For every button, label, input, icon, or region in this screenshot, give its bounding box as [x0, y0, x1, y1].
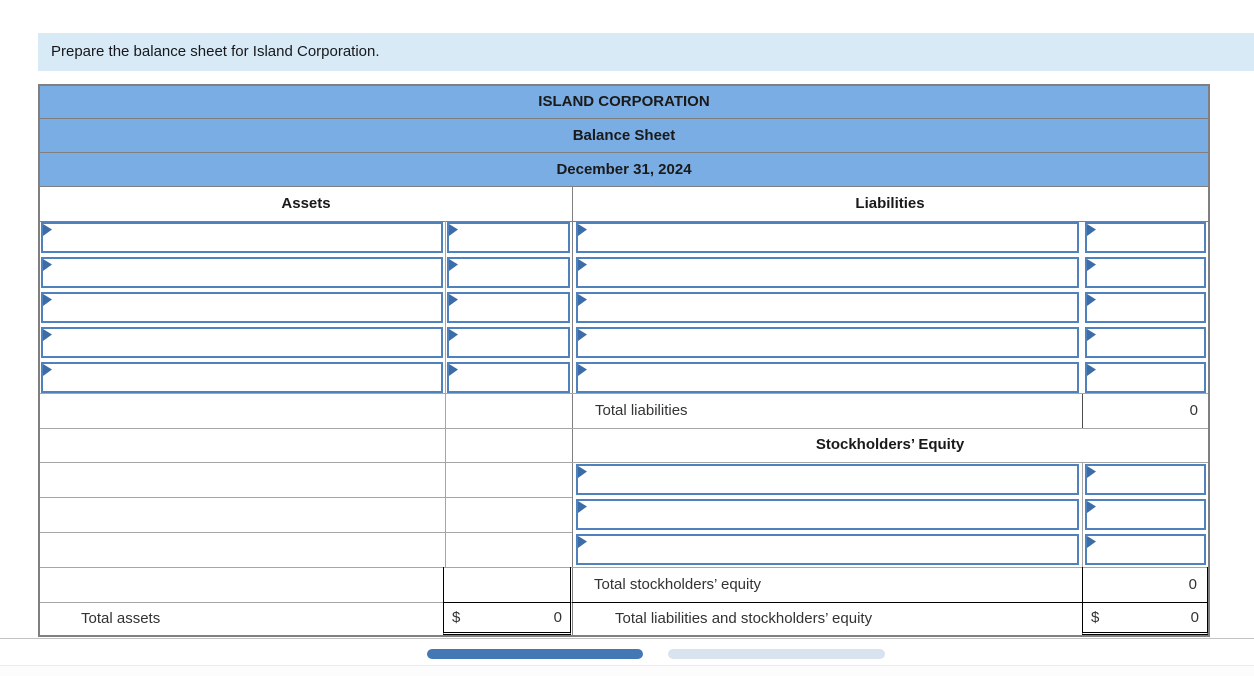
- total-assets-currency: $: [452, 609, 461, 626]
- asset-account-select[interactable]: [41, 327, 443, 358]
- asset-account-select[interactable]: [41, 362, 443, 393]
- equity-amount-divider: [1082, 462, 1083, 567]
- triangle-right-icon: [578, 466, 587, 478]
- triangle-right-icon: [449, 294, 458, 306]
- instruction-text: Prepare the balance sheet for Island Cor…: [51, 43, 380, 60]
- triangle-right-icon: [578, 224, 587, 236]
- equity-account-select[interactable]: [576, 499, 1079, 530]
- liability-amount-input[interactable]: [1085, 327, 1206, 358]
- triangle-right-icon: [43, 364, 52, 376]
- liability-amount-input[interactable]: [1085, 257, 1206, 288]
- triangle-right-icon: [1087, 501, 1096, 513]
- liability-amount-input[interactable]: [1085, 362, 1206, 393]
- equity-amount-input[interactable]: [1085, 464, 1206, 495]
- instruction-banner: Prepare the balance sheet for Island Cor…: [38, 33, 1254, 71]
- liability-account-select[interactable]: [576, 257, 1079, 288]
- asset-amount-input[interactable]: [447, 257, 570, 288]
- section-divider: [572, 187, 573, 635]
- triangle-right-icon: [43, 294, 52, 306]
- triangle-right-icon: [43, 329, 52, 341]
- company-title-row: ISLAND CORPORATION: [40, 86, 1208, 119]
- triangle-right-icon: [1087, 224, 1096, 236]
- statement-title-row: Balance Sheet: [40, 119, 1208, 153]
- asset-account-select[interactable]: [41, 257, 443, 288]
- company-name: ISLAND CORPORATION: [538, 93, 710, 110]
- total-liabilities-label: Total liabilities: [595, 402, 688, 419]
- total-equity-label: Total stockholders’ equity: [594, 576, 762, 593]
- balance-sheet-table: ISLAND CORPORATION Balance Sheet Decembe…: [38, 84, 1210, 637]
- assets-amount-divider: [445, 221, 446, 567]
- row-line: [40, 393, 572, 394]
- liabilities-amount-divider: [1082, 393, 1083, 428]
- liability-amount-input[interactable]: [1085, 292, 1206, 323]
- row-line: [40, 602, 572, 603]
- triangle-right-icon: [1087, 364, 1096, 376]
- horizontal-scrollbar-thumb[interactable]: [427, 649, 643, 659]
- equity-amount-input[interactable]: [1085, 499, 1206, 530]
- liability-amount-input[interactable]: [1085, 222, 1206, 253]
- row-line: [40, 428, 572, 429]
- row-line: [40, 567, 572, 568]
- asset-amount-input[interactable]: [447, 292, 570, 323]
- liability-account-select[interactable]: [576, 222, 1079, 253]
- grand-total-value: 0: [1190, 609, 1199, 626]
- triangle-right-icon: [449, 259, 458, 271]
- total-liabilities-value: 0: [1189, 402, 1198, 419]
- liability-account-select[interactable]: [576, 362, 1079, 393]
- triangle-right-icon: [578, 536, 587, 548]
- triangle-right-icon: [43, 259, 52, 271]
- row-line: [572, 462, 1208, 463]
- total-assets-cell: $ 0: [443, 602, 571, 635]
- statement-title: Balance Sheet: [572, 127, 676, 144]
- row-line: [40, 462, 572, 463]
- row-line: [572, 393, 1208, 394]
- asset-amount-input[interactable]: [447, 222, 570, 253]
- statement-date-row: December 31, 2024: [40, 153, 1208, 187]
- triangle-right-icon: [578, 294, 587, 306]
- grand-total-cell: $ 0: [1082, 602, 1208, 635]
- triangle-right-icon: [578, 501, 587, 513]
- equity-amount-input[interactable]: [1085, 534, 1206, 565]
- triangle-right-icon: [1087, 329, 1096, 341]
- divider: [40, 221, 1208, 222]
- triangle-right-icon: [449, 224, 458, 236]
- total-assets-label: Total assets: [81, 610, 161, 627]
- triangle-right-icon: [43, 224, 52, 236]
- triangle-right-icon: [1087, 259, 1096, 271]
- triangle-right-icon: [1087, 466, 1096, 478]
- row-line: [572, 567, 1208, 568]
- triangle-right-icon: [449, 364, 458, 376]
- row-line: [572, 428, 1208, 429]
- triangle-right-icon: [1087, 536, 1096, 548]
- asset-amount-input[interactable]: [447, 362, 570, 393]
- asset-account-select[interactable]: [41, 292, 443, 323]
- grand-total-currency: $: [1091, 609, 1100, 626]
- statement-date: December 31, 2024: [556, 161, 692, 178]
- liability-account-select[interactable]: [576, 327, 1079, 358]
- page-divider: [0, 638, 1254, 639]
- row-line: [40, 497, 572, 498]
- equity-account-select[interactable]: [576, 464, 1079, 495]
- triangle-right-icon: [1087, 294, 1096, 306]
- triangle-right-icon: [578, 329, 587, 341]
- asset-amount-input[interactable]: [447, 327, 570, 358]
- equity-account-select[interactable]: [576, 534, 1079, 565]
- triangle-right-icon: [578, 364, 587, 376]
- horizontal-scrollbar-track[interactable]: [668, 649, 885, 659]
- assets-subtotal-cell: [443, 567, 571, 602]
- asset-account-select[interactable]: [41, 222, 443, 253]
- liability-account-select[interactable]: [576, 292, 1079, 323]
- row-line: [40, 532, 572, 533]
- assets-header: Assets: [281, 195, 331, 212]
- row-line: [572, 602, 1208, 603]
- equity-header: Stockholders’ Equity: [815, 436, 965, 453]
- triangle-right-icon: [578, 259, 587, 271]
- grand-total-label: Total liabilities and stockholders’ equi…: [615, 610, 873, 627]
- triangle-right-icon: [449, 329, 458, 341]
- total-assets-value: 0: [553, 609, 562, 626]
- total-equity-value: 0: [1082, 567, 1208, 602]
- page-footer-strip: [0, 665, 1254, 676]
- liabilities-header: Liabilities: [855, 195, 925, 212]
